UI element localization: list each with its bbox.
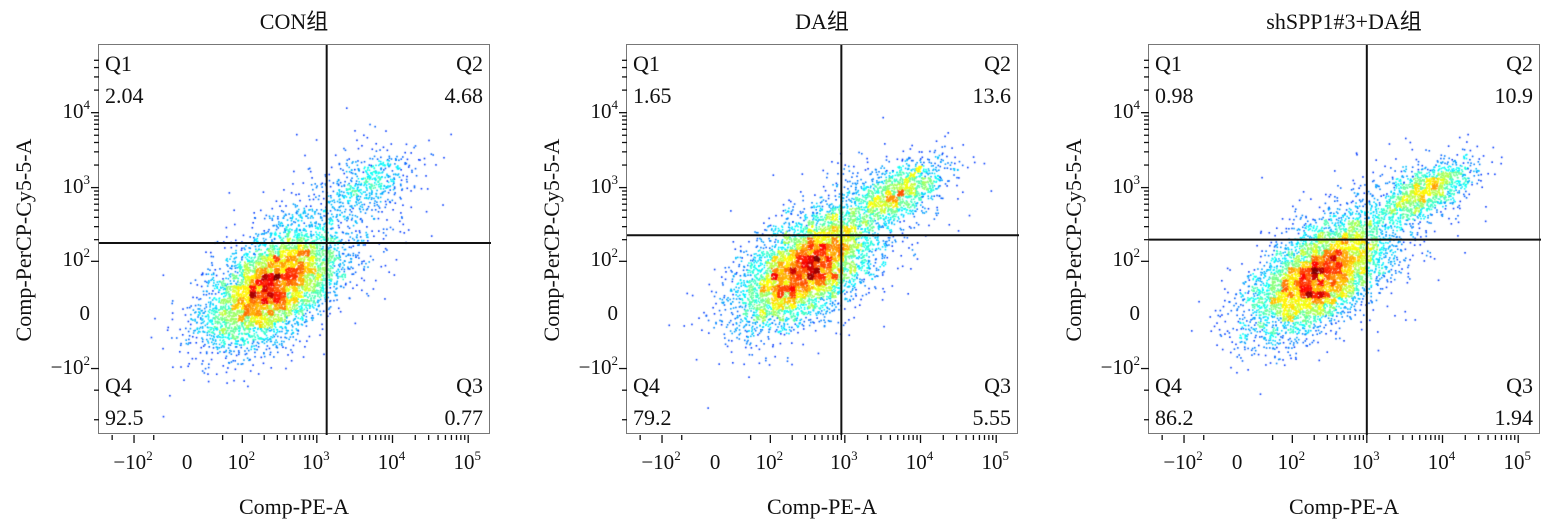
y-tick-label: 0 xyxy=(1129,300,1141,325)
y-tick-label: 104 xyxy=(62,96,91,123)
x-tick-label: 103 xyxy=(830,448,858,474)
x-tick-label: 104 xyxy=(905,448,934,474)
quadrant-name: Q3 xyxy=(984,373,1011,398)
y-tick-label: 102 xyxy=(62,245,91,272)
y-tick-label: −102 xyxy=(1100,352,1140,379)
x-tick-label: 105 xyxy=(453,448,481,474)
y-tick-label: 102 xyxy=(1112,245,1141,272)
x-axis-label: Comp-PE-A xyxy=(767,494,877,519)
quadrant-percentage: 0.77 xyxy=(444,405,484,430)
x-tick-label: −102 xyxy=(1163,448,1203,474)
quadrant-name: Q3 xyxy=(1506,373,1533,398)
gate-overlay xyxy=(619,45,1019,443)
flow-panel-da: DA组 Comp-PerCP-Cy5-5-A Comp-PE-A Q1 1.65 Q2 13… xyxy=(528,0,1048,529)
chart-title: DA组 xyxy=(795,9,849,34)
x-tick-label: 102 xyxy=(755,448,784,474)
x-tick-label: −102 xyxy=(113,448,153,474)
y-tick-label: 103 xyxy=(590,171,619,198)
y-axis-label: Comp-PerCP-Cy5-5-A xyxy=(11,138,36,342)
y-tick-label: 103 xyxy=(62,171,91,198)
quadrant-label-q4: Q4 86.2 xyxy=(1155,375,1194,429)
quadrant-name: Q1 xyxy=(633,51,660,76)
x-tick-label: 103 xyxy=(302,448,330,474)
x-tick-label: 104 xyxy=(377,448,406,474)
y-axis-label: Comp-PerCP-Cy5-5-A xyxy=(1061,138,1086,342)
quadrant-label-q1: Q1 0.98 xyxy=(1155,53,1194,107)
x-tick-label: 0 xyxy=(709,450,721,474)
quadrant-name: Q1 xyxy=(1155,51,1182,76)
quadrant-percentage: 10.9 xyxy=(1494,83,1534,108)
quadrant-percentage: 1.94 xyxy=(1494,405,1534,430)
quadrant-percentage: 79.2 xyxy=(633,405,672,430)
x-tick-label: −102 xyxy=(641,448,681,474)
x-tick-label: 104 xyxy=(1427,448,1456,474)
quadrant-name: Q1 xyxy=(105,51,132,76)
y-tick-label: 0 xyxy=(79,300,91,325)
quadrant-percentage: 0.98 xyxy=(1155,83,1194,108)
quadrant-label-q2: Q2 10.9 xyxy=(1495,53,1534,107)
quadrant-label-q1: Q1 2.04 xyxy=(105,53,144,107)
y-tick-label: 104 xyxy=(1112,96,1141,123)
gate-overlay xyxy=(91,45,491,443)
quadrant-label-q3: Q3 0.77 xyxy=(445,375,484,429)
quadrant-percentage: 13.6 xyxy=(972,83,1012,108)
chart-title: CON组 xyxy=(259,9,329,34)
quadrant-percentage: 4.68 xyxy=(444,83,484,108)
flow-panel-shspp1-da: shSPP1#3+DA组 Comp-PerCP-Cy5-5-A Comp-PE-A Q… xyxy=(1050,0,1556,529)
quadrant-percentage: 1.65 xyxy=(633,83,672,108)
quadrant-name: Q3 xyxy=(456,373,483,398)
quadrant-label-q3: Q3 5.55 xyxy=(973,375,1012,429)
quadrant-percentage: 86.2 xyxy=(1155,405,1194,430)
quadrant-name: Q4 xyxy=(105,373,132,398)
chart-title: shSPP1#3+DA组 xyxy=(1266,9,1422,34)
quadrant-label-q3: Q3 1.94 xyxy=(1495,375,1534,429)
x-axis-label: Comp-PE-A xyxy=(1289,494,1399,519)
y-axis-label: Comp-PerCP-Cy5-5-A xyxy=(539,138,564,342)
y-tick-label: −102 xyxy=(578,352,618,379)
plot-area: Q1 0.98 Q2 10.9 Q3 1.94 Q4 86.2 xyxy=(1141,44,1541,443)
plot-area: Q1 2.04 Q2 4.68 Q3 0.77 Q4 92.5 xyxy=(91,44,491,443)
event-density xyxy=(627,45,1019,435)
x-axis-label: Comp-PE-A xyxy=(239,494,349,519)
plot-area: Q1 1.65 Q2 13.6 Q3 5.55 Q4 79.2 xyxy=(619,44,1019,443)
event-density xyxy=(99,45,491,435)
y-tick-label: 102 xyxy=(590,245,619,272)
x-tick-label: 103 xyxy=(1352,448,1380,474)
quadrant-name: Q2 xyxy=(1506,51,1533,76)
y-tick-label: −102 xyxy=(50,352,90,379)
flow-panel-con: CON组 Comp-PerCP-Cy5-5-A Comp-PE-A Q1 2.04 Q2 4… xyxy=(0,0,520,529)
x-tick-label: 0 xyxy=(181,450,193,474)
quadrant-name: Q2 xyxy=(984,51,1011,76)
quadrant-percentage: 92.5 xyxy=(105,405,144,430)
y-tick-label: 0 xyxy=(607,300,619,325)
x-tick-label: 105 xyxy=(981,448,1009,474)
x-tick-label: 102 xyxy=(1277,448,1306,474)
x-tick-label: 102 xyxy=(227,448,256,474)
quadrant-label-q2: Q2 4.68 xyxy=(445,53,484,107)
quadrant-label-q4: Q4 92.5 xyxy=(105,375,144,429)
quadrant-label-q1: Q1 1.65 xyxy=(633,53,672,107)
y-tick-label: 104 xyxy=(590,96,619,123)
y-tick-label: 103 xyxy=(1112,171,1141,198)
quadrant-name: Q4 xyxy=(1155,373,1182,398)
quadrant-name: Q4 xyxy=(633,373,660,398)
quadrant-label-q2: Q2 13.6 xyxy=(973,53,1012,107)
x-tick-label: 0 xyxy=(1231,450,1243,474)
quadrant-name: Q2 xyxy=(456,51,483,76)
gate-overlay xyxy=(1141,45,1541,443)
quadrant-label-q4: Q4 79.2 xyxy=(633,375,672,429)
quadrant-percentage: 5.55 xyxy=(972,405,1012,430)
x-tick-label: 105 xyxy=(1503,448,1531,474)
quadrant-percentage: 2.04 xyxy=(105,83,144,108)
